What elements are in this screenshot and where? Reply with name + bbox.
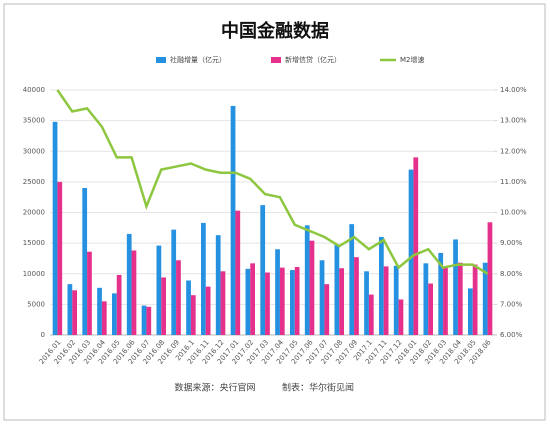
y-tick-label: 5000 <box>27 300 45 308</box>
bar <box>339 268 344 335</box>
bar <box>260 205 266 335</box>
bar <box>230 105 236 335</box>
bar <box>443 266 448 335</box>
legend-label: 新增信贷（亿元） <box>285 55 341 64</box>
bar <box>379 237 384 335</box>
bar <box>250 263 255 335</box>
bar <box>275 249 280 335</box>
y2-tick-label: 9.00% <box>500 239 523 247</box>
bar <box>294 267 300 335</box>
y2-tick-label: 6.00% <box>500 331 523 339</box>
y-tick-label: 35000 <box>23 117 45 125</box>
bar <box>186 280 191 335</box>
bar <box>453 239 458 335</box>
source: 数据来源：央行官网 <box>174 382 255 394</box>
bar <box>354 257 359 335</box>
y-tick-label: 40000 <box>23 86 45 94</box>
legend-label: M2增速 <box>400 55 425 64</box>
bar <box>171 229 177 335</box>
bar <box>265 272 270 335</box>
bar <box>383 266 389 335</box>
bar <box>423 263 429 335</box>
bar <box>482 262 488 335</box>
bar <box>245 268 251 335</box>
line <box>56 89 489 275</box>
bar <box>131 250 137 335</box>
bar <box>487 222 493 335</box>
bar <box>457 262 463 335</box>
bar <box>97 287 102 335</box>
y-tick-label: 10000 <box>23 270 45 278</box>
y2-tick-label: 8.00% <box>500 270 523 278</box>
y2-tick-label: 12.00% <box>500 147 527 155</box>
bar <box>428 283 433 335</box>
bar <box>349 224 355 335</box>
legend-swatch <box>271 57 281 63</box>
chart-title: 中国金融数据 <box>221 20 329 42</box>
bar <box>215 235 221 335</box>
frame <box>3 3 546 421</box>
bar <box>116 274 122 335</box>
bar <box>309 240 315 335</box>
maker: 制表：华尔街见闻 <box>282 382 354 394</box>
bar <box>279 267 285 335</box>
bar <box>304 225 310 335</box>
bar <box>408 169 414 335</box>
y2-tick-label: 10.00% <box>500 209 527 217</box>
y-tick-label: 20000 <box>23 209 45 217</box>
bar <box>368 294 374 335</box>
bar <box>161 277 166 335</box>
bar <box>176 260 181 335</box>
bar <box>334 244 340 335</box>
bar <box>201 222 206 335</box>
y2-tick-label: 7.00% <box>500 300 523 308</box>
bar <box>112 293 117 335</box>
bar <box>413 157 419 335</box>
bar <box>235 210 241 335</box>
bar <box>82 188 88 335</box>
bar <box>472 264 478 335</box>
y2-tick-label: 13.00% <box>500 117 527 125</box>
bar <box>126 233 132 335</box>
bar <box>364 271 369 335</box>
bar <box>205 286 211 335</box>
bar <box>438 252 444 335</box>
bar <box>398 299 404 335</box>
y-tick-label: 0 <box>41 331 45 339</box>
bar <box>156 245 162 335</box>
bar <box>57 181 63 335</box>
bar <box>52 121 58 335</box>
y-tick-label: 30000 <box>23 147 45 155</box>
bar <box>468 288 473 335</box>
bar <box>146 306 152 335</box>
y-tick-label: 15000 <box>23 239 45 247</box>
bar <box>393 265 399 335</box>
bar <box>220 271 226 335</box>
legend-label: 社融增量（亿元） <box>170 55 226 64</box>
bar <box>87 251 92 335</box>
bar <box>190 295 196 335</box>
bar <box>319 260 325 335</box>
bar <box>72 290 77 335</box>
legend-swatch <box>156 57 166 63</box>
bar <box>101 301 107 335</box>
bar <box>67 284 73 335</box>
bar <box>290 270 295 335</box>
y2-tick-label: 14.00% <box>500 86 527 94</box>
y2-tick-label: 11.00% <box>500 178 527 186</box>
bar <box>324 284 330 335</box>
bar <box>141 305 147 335</box>
y-tick-label: 25000 <box>23 178 45 186</box>
